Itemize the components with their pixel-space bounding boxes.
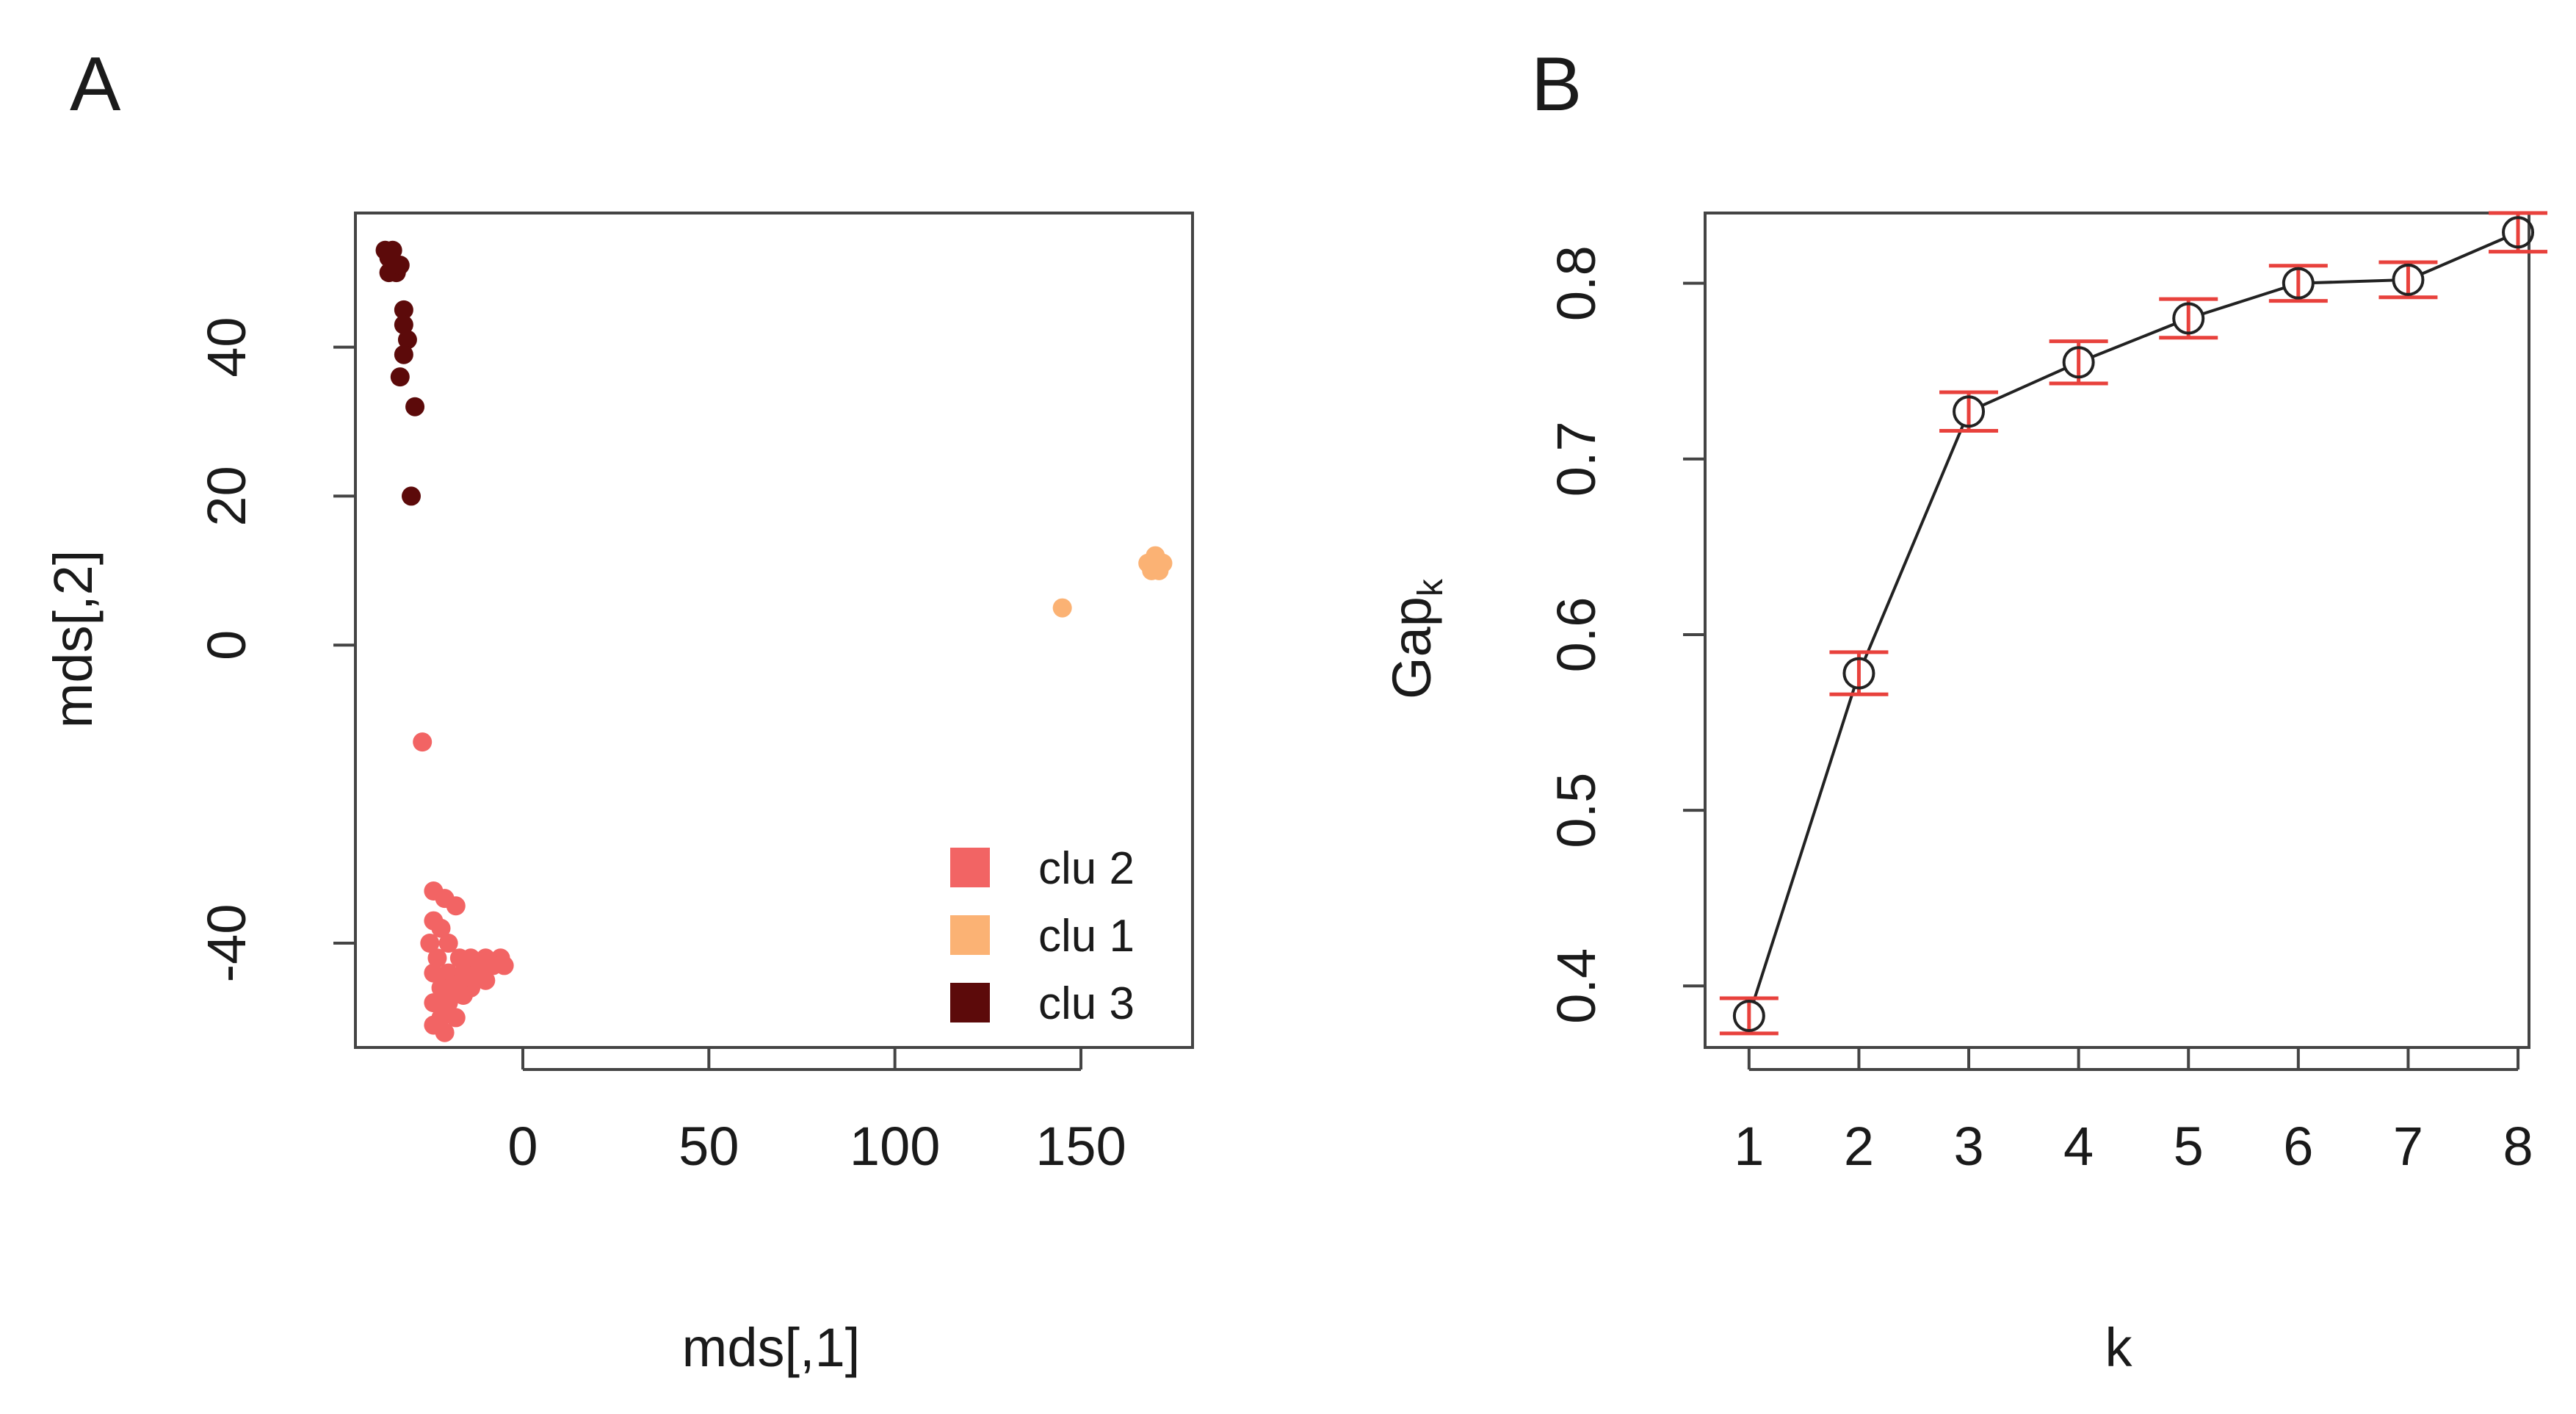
panel-a-legend-swatch [950,983,990,1022]
panel-b-plot-frame [1704,212,2530,1049]
panel-b-gap-point [2502,216,2535,249]
panel-b-gap-line-segment [1981,367,2066,407]
panel-a-point-clu-2 [420,934,440,953]
panel-b-x-tick-label: 4 [2063,1116,2094,1177]
panel-a-point-clu-2 [438,934,458,953]
panel-b-y-tick-label: 0.8 [1546,245,1607,321]
panel-a-legend-label: clu 2 [1038,843,1135,894]
panel-b-y-tick-label: 0.6 [1546,597,1607,673]
panel-a-point-clu-1 [1149,560,1169,580]
panel-b-gap-line-segment [2421,237,2506,275]
panel-b-gap-point [2062,346,2095,379]
panel-b-x-tick-label: 7 [2393,1116,2423,1177]
panel-b-y-axis-title-subscript: k [1411,578,1450,596]
panel-a-x-tick-label: 150 [1035,1116,1126,1177]
panel-a-point-clu-2 [446,1008,466,1028]
panel-a-point-clu-2 [431,978,451,998]
panel-a-point-clu-3 [402,486,421,506]
panel-b-gap-series [1719,211,2548,1036]
panel-b-x-tick-label: 6 [2283,1116,2313,1177]
panel-a-point-clu-2 [431,918,451,938]
panel-b-gap-line-segment [2312,278,2394,285]
panel-a-point-clu-3 [405,397,425,416]
panel-b-gap-line-segment [2091,322,2176,358]
panel-a-point-clu-3 [397,330,417,350]
panel-b-gap-point [1842,657,1875,690]
panel-b-gap-point [2172,302,2205,335]
panel-b-x-axis: 1 2 3 4 5 6 7 8 [1734,1047,2533,1177]
panel-a-point-clu-2 [413,732,433,752]
panel-a-label: A [70,42,121,127]
panel-b-gap-line-segment [1863,424,1965,660]
panel-b-gap-line-segment [1752,687,1856,1003]
panel-a-point-clu-2 [438,963,458,983]
panel-b-x-tick-label: 2 [1844,1116,1874,1177]
panel-a-x-axis-title: mds[,1] [682,1317,861,1378]
panel-b-x-tick-label: 3 [1953,1116,1983,1177]
panel-a: A 0 50 100 150 -40 0 20 40 mds[,1] mds[,2] clu… [43,42,1194,1378]
panel-a-point-clu-3 [390,256,410,275]
panel-a-legend-swatch [950,848,990,887]
panel-a-point-clu-2 [438,993,458,1013]
panel-a-point-clu-2 [446,896,466,916]
panel-a-x-tick-label: 100 [850,1116,940,1177]
panel-a-point-clu-3 [390,367,410,387]
panel-a-point-clu-2 [424,993,444,1013]
panel-b-y-tick-label: 0.7 [1546,421,1607,497]
panel-a-legend-label: clu 1 [1038,911,1135,962]
panel-a-point-clu-3 [394,345,413,364]
panel-a-point-clu-2 [461,948,481,968]
panel-b-gap-line-segment [2201,286,2285,316]
panel-a-point-clu-2 [424,1015,444,1035]
panel-a-point-clu-2 [476,970,496,990]
panel-a-point-clu-3 [383,240,402,260]
panel-a-point-clu-2 [453,986,473,1005]
panel-a-plot-frame [354,212,1194,1049]
panel-b-x-axis-title: k [2105,1317,2133,1378]
panel-a-point-clu-2 [427,948,447,968]
panel-a-point-clu-2 [494,956,514,975]
panel-b-x-tick-label: 8 [2503,1116,2533,1177]
panel-a-point-clu-2 [424,963,444,983]
panel-b-y-tick-label: 0.5 [1546,773,1607,848]
panel-a-legend-label: clu 3 [1038,978,1135,1029]
panel-b-x-tick-label: 5 [2174,1116,2204,1177]
panel-b-gap-point [2392,263,2425,296]
panel-a-point-clu-3 [394,315,413,335]
panel-a-y-tick-label: 20 [196,466,257,526]
panel-a-y-tick-label: 40 [196,317,257,377]
panel-a-point-clu-1 [1052,598,1072,618]
panel-a-x-axis: 0 50 100 150 [507,1047,1126,1177]
panel-b-gap-point [2282,267,2315,300]
panel-a-point-clu-1 [1146,546,1165,566]
panel-b-gap-point [1953,395,1986,428]
panel-a-y-axis-title: mds[,2] [43,550,104,729]
panel-a-point-clu-2 [453,963,473,983]
panel-a-y-axis: -40 0 20 40 [196,317,355,982]
panel-a-point-clu-3 [394,300,413,320]
panel-b-y-tick-label: 0.4 [1546,948,1607,1024]
panel-b-x-tick-label: 1 [1734,1116,1764,1177]
panel-b-label: B [1531,42,1582,127]
panel-b-y-axis-title-main: Gap [1381,596,1442,699]
panel-a-legend-swatch [950,915,990,955]
panel-a-x-tick-label: 0 [507,1116,538,1177]
panel-a-y-tick-label: 0 [196,630,257,660]
panel-a-x-tick-label: 50 [679,1116,739,1177]
panel-b-gap-point [1732,999,1765,1032]
panel-a-y-tick-label: -40 [196,904,257,983]
panel-a-legend: clu 2 clu 1 clu 3 [950,843,1135,1029]
panel-b-y-axis: 0.4 0.5 0.6 0.7 0.8 [1546,245,1705,1024]
panel-b-y-axis-title: Gapk [1381,578,1450,699]
panel-a-points [375,240,1173,1042]
